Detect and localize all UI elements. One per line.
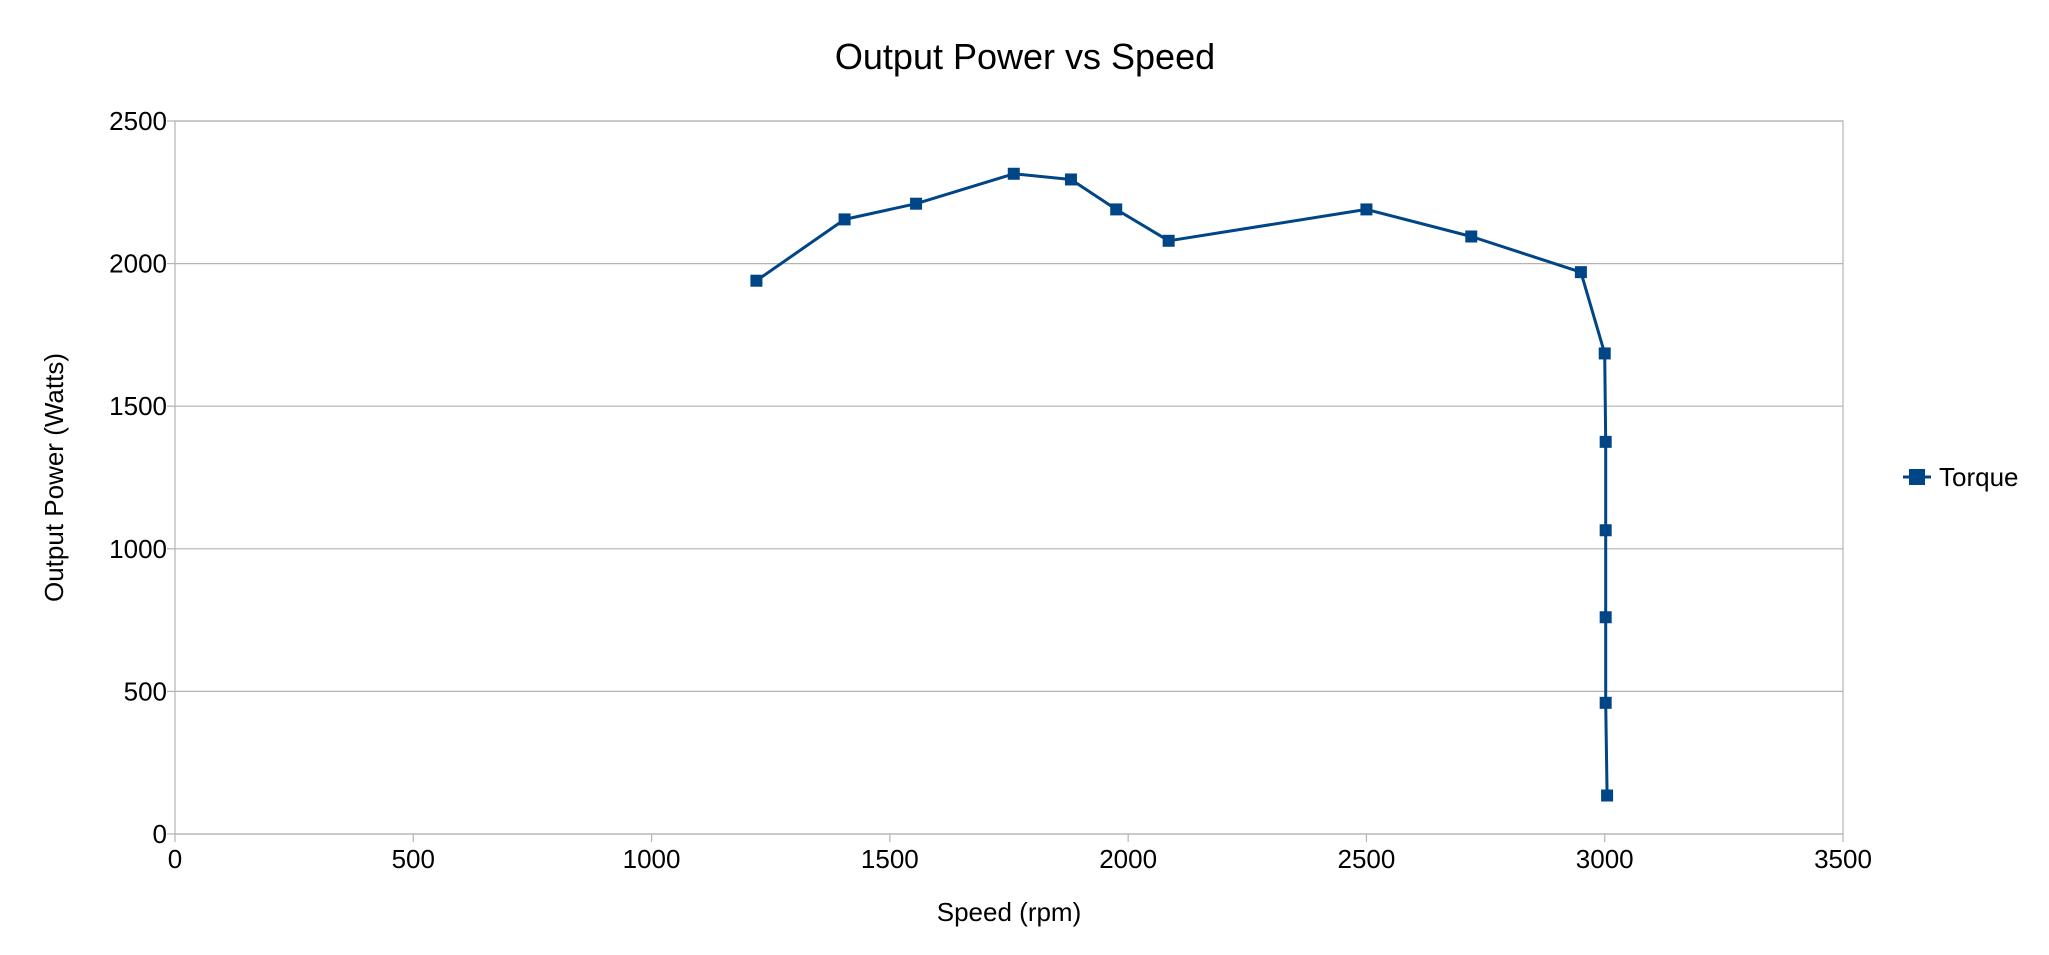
y-axis-title: Output Power (Watts) xyxy=(39,353,69,602)
data-point-marker xyxy=(838,213,851,226)
data-point-marker xyxy=(1007,167,1020,180)
chart-title: Output Power vs Speed xyxy=(835,36,1215,77)
legend-marker-swatch xyxy=(1909,469,1925,485)
data-point-marker xyxy=(1599,611,1612,624)
data-point-marker xyxy=(1599,696,1612,709)
x-tick-label: 2500 xyxy=(1338,844,1396,874)
data-point-marker xyxy=(1601,789,1614,802)
y-tick-label: 500 xyxy=(124,676,167,706)
data-point-marker xyxy=(1162,234,1175,247)
data-point-marker xyxy=(1599,524,1612,537)
y-tick-label: 1500 xyxy=(109,391,167,421)
tick-layer: 0 500 1000 1500 2000 2500 0 500 1000 1500 2000 2500… xyxy=(109,106,1872,874)
data-point-marker xyxy=(1574,266,1587,279)
x-axis-title: Speed (rpm) xyxy=(937,897,1082,927)
x-tick-label: 3000 xyxy=(1576,844,1634,874)
legend-label-torque: Torque xyxy=(1939,462,2019,492)
x-tick-label: 2000 xyxy=(1099,844,1157,874)
y-tick-label: 1000 xyxy=(109,534,167,564)
legend: Torque xyxy=(1903,462,2019,492)
series-layer xyxy=(750,167,1614,802)
x-tick-label: 0 xyxy=(168,844,182,874)
x-tick-label: 1000 xyxy=(623,844,681,874)
data-point-marker xyxy=(1110,203,1123,216)
plot-area xyxy=(174,120,1844,835)
x-tick-label: 500 xyxy=(392,844,435,874)
x-tick-label: 1500 xyxy=(861,844,919,874)
x-tick-label: 3500 xyxy=(1814,844,1872,874)
grid-layer xyxy=(175,120,1843,835)
series-line-torque xyxy=(755,172,1609,796)
data-point-marker xyxy=(1598,347,1611,360)
data-point-marker xyxy=(1360,203,1373,216)
data-point-marker xyxy=(910,197,923,210)
data-point-marker xyxy=(1465,230,1478,243)
y-tick-label: 2500 xyxy=(109,106,167,136)
data-point-marker xyxy=(750,274,763,287)
y-tick-label: 2000 xyxy=(109,249,167,279)
y-tick-label: 0 xyxy=(153,819,167,849)
data-point-marker xyxy=(1064,173,1077,186)
data-point-marker xyxy=(1599,435,1612,448)
